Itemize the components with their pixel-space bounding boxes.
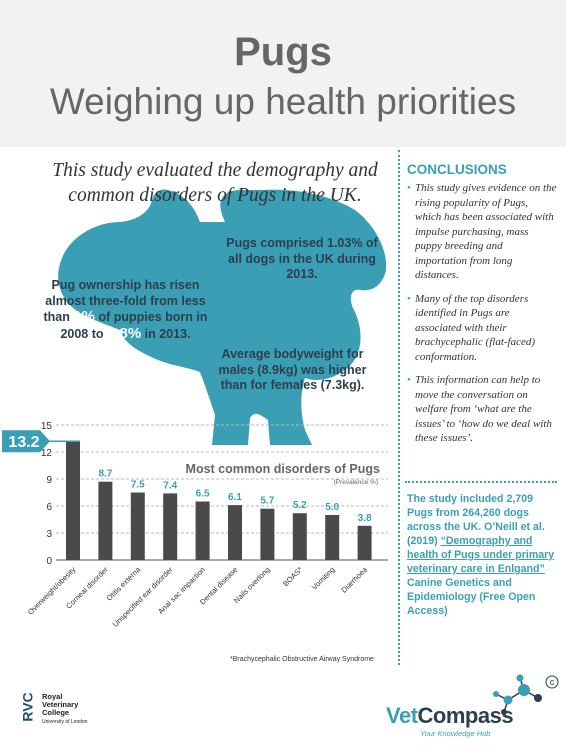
chart-title: Most common disorders of Pugs [186,462,381,476]
chart-bar [195,501,210,560]
fact-comprised: Pugs comprised 1.03% of all dogs in the … [226,236,378,281]
rvc-name: Royal Veterinary College [42,693,78,717]
data-label: 6.1 [228,492,242,503]
data-label: 3.8 [358,513,372,524]
vetcompass-name-part: Compass [417,703,514,728]
chart-bar [163,493,178,560]
data-label: 7.4 [163,480,177,491]
chart-bar [292,513,307,560]
chart-bar [260,508,275,560]
fact-ownership-text: of puppies born in 2008 to [60,310,208,341]
pug-silhouette-icon [58,189,387,445]
data-label: 5.7 [260,496,274,507]
fact-ownership-text: Pug ownership has risen almost three-fol… [43,278,206,324]
chart-bar [357,525,372,560]
intro-text: This study evaluated the demography and … [52,160,378,206]
chart-footnote: *Brachycephalic Obstructive Airway Syndr… [230,656,374,663]
chart-bar [130,492,145,560]
y-tick-label: 9 [46,475,52,486]
x-category-label: Unspecified ear disorder [111,565,175,629]
fact-ownership-text: in 2013. [141,326,191,341]
rvc-logo: RVC [18,687,40,727]
data-label: 5.2 [293,500,307,511]
vetcompass-name-part: Vet [386,703,418,728]
conclusion-item: Many of the top disorders identified in … [407,292,557,365]
chart-bar [66,441,80,560]
y-tick-label: 3 [46,529,52,540]
vetcompass-name: VetCompass [386,703,514,729]
conclusions-title: CONCLUSIONS [407,162,507,177]
fact-ownership: Pug ownership has risen almost three-fol… [38,278,213,342]
y-tick-label: 0 [46,556,52,567]
y-tick-label: 6 [46,502,52,513]
study-journal: Canine Genetics and Epidemiology (Free O… [407,577,536,617]
fact-ownership-highlight-2013: 2.8% [107,324,142,342]
page-title: Pugs [234,30,332,74]
chart-subtitle: (Prevalence %) [334,479,378,486]
molecule-icon: c [493,674,559,715]
conclusions-list: This study gives evidence on the rising … [407,181,557,455]
rvc-line: Veterinary [42,700,79,709]
disorders-bar-chart: 0 3 6 9 12 15 13.2 8.7 7.5 7.4 6.5 6.1 5.7 5.2 5.0 3.8… [2,421,388,629]
section-separator [405,481,557,483]
rvc-mark: RVC [20,692,36,721]
fact-ownership-highlight-2008: 1% [73,308,96,325]
max-value-badge [2,430,50,453]
data-label: 6.5 [196,489,210,500]
data-label: 5.0 [325,502,339,513]
study-text: The study included 2,709 Pugs from 264,2… [407,493,545,547]
rvc-line: College [42,708,70,717]
y-tick-label: 15 [41,421,53,432]
data-label: 13.2 [8,434,39,451]
y-tick-label: 12 [41,448,53,459]
header: Pugs Weighing up health priorities [0,0,566,147]
data-label: 7.5 [131,480,145,491]
study-title-link[interactable]: “Demography and health of Pugs under pri… [407,535,555,575]
fact-weight: Average bodyweight for males (8.9kg) was… [218,347,367,392]
column-divider [398,150,400,665]
svg-text:c: c [550,677,555,687]
data-label: 8.7 [98,469,112,480]
rvc-line: Royal [42,692,63,701]
x-category-label: Diarrhoea [339,564,369,594]
study-reference: The study included 2,709 Pugs from 264,2… [407,492,557,618]
page-subtitle: Weighing up health priorities [49,81,517,122]
x-category-label: Vomiting [310,565,337,592]
rvc-subtitle: University of London [42,719,88,725]
conclusion-item: This information can help to move the co… [407,373,557,446]
x-category-label: BOAS* [281,565,304,588]
chart-bar [98,481,113,560]
vetcompass-tagline: Your Knowledge Hub [420,729,491,738]
conclusion-item: This study gives evidence on the rising … [407,181,557,283]
chart-bar [228,505,242,560]
chart-bar [325,515,340,560]
